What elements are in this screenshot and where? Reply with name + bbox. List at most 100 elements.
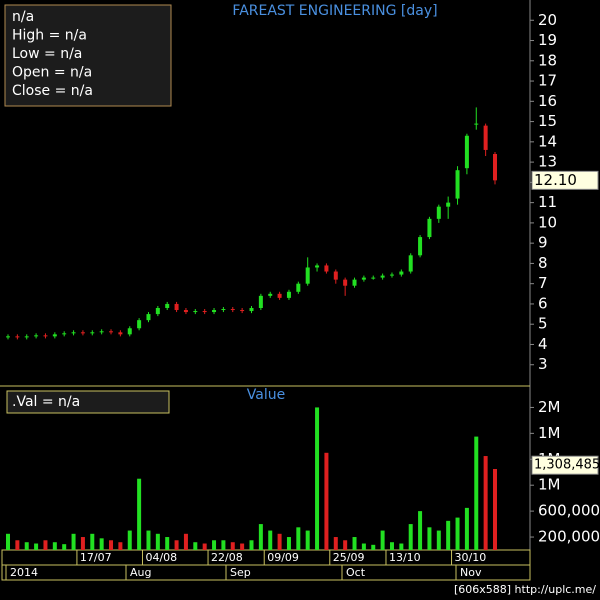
candle-body <box>296 283 301 292</box>
volume-bar <box>315 407 320 550</box>
volume-tick-label: 200,000 <box>538 528 600 546</box>
volume-bar <box>324 452 329 550</box>
candle-body <box>221 309 226 311</box>
volume-bar <box>15 540 20 550</box>
volume-bar <box>202 543 207 550</box>
candle-body <box>90 332 95 334</box>
candle-body <box>183 310 188 313</box>
candle-body <box>286 291 291 298</box>
candle-body <box>324 265 329 272</box>
volume-bar <box>99 538 104 550</box>
y-tick-label: 19 <box>538 31 557 49</box>
volume-bar <box>436 530 441 550</box>
candle-body <box>249 308 254 312</box>
volume-bar <box>109 540 114 550</box>
candle-body <box>352 279 357 286</box>
volume-bar <box>389 542 394 550</box>
volume-bar <box>418 511 423 550</box>
x-tick-label: 13/10 <box>389 551 421 564</box>
info-box <box>4 4 172 107</box>
last-volume-box <box>531 455 599 475</box>
candle-body <box>436 206 441 219</box>
y-tick-label: 20 <box>538 11 557 29</box>
candle-body <box>80 332 85 334</box>
y-tick-label: 18 <box>538 51 557 69</box>
x-tick-label: 30/10 <box>455 551 487 564</box>
volume-info-box <box>6 390 170 414</box>
volume-bar <box>483 456 488 550</box>
volume-bar <box>146 530 151 550</box>
x-tick-label: 17/07 <box>80 551 112 564</box>
y-tick-label: 15 <box>538 112 557 130</box>
volume-bar <box>62 544 67 550</box>
candle-body <box>146 314 151 321</box>
candle-body <box>24 336 29 338</box>
volume-tick-label: 1M <box>538 476 561 494</box>
y-tick-label: 14 <box>538 132 557 150</box>
candle-body <box>305 267 310 284</box>
candle-body <box>34 335 39 337</box>
volume-bar <box>137 478 142 550</box>
candle-body <box>408 255 413 272</box>
x-tick-label: 25/09 <box>333 551 365 564</box>
volume-bar <box>408 524 413 550</box>
volume-bar <box>464 507 469 550</box>
volume-bar <box>258 524 263 550</box>
last-price-box <box>531 170 599 190</box>
candle-body <box>455 170 460 199</box>
footer: [606x588] http://uplc.me/ <box>454 583 596 596</box>
candle-body <box>174 303 179 311</box>
candle-body <box>277 293 282 298</box>
candle-body <box>399 271 404 275</box>
candle-body <box>427 218 432 238</box>
candle-body <box>333 271 338 280</box>
y-tick-label: 4 <box>538 335 548 353</box>
candle-body <box>99 331 104 333</box>
volume-bar <box>305 530 310 550</box>
volume-bar <box>268 530 273 550</box>
volume-tick-label: 600,000 <box>538 502 600 520</box>
candle-body <box>15 336 20 338</box>
y-tick-label: 9 <box>538 234 548 252</box>
y-tick-label: 17 <box>538 72 557 90</box>
candle-body <box>493 154 497 181</box>
candle-body <box>389 274 394 276</box>
candle-body <box>71 332 76 334</box>
info-line: Close = n/a <box>12 83 93 99</box>
month-label: Nov <box>460 566 482 579</box>
volume-bar <box>221 540 226 550</box>
x-tick-label: 04/08 <box>145 551 177 564</box>
candle-body <box>464 135 469 169</box>
volume-bar <box>212 540 217 550</box>
volume-bar <box>193 542 198 550</box>
volume-tick-label: 1M <box>538 424 561 442</box>
chart-title: FAREAST ENGINEERING [day] <box>232 3 437 19</box>
volume-bar <box>296 527 301 550</box>
y-tick-label: 3 <box>538 355 548 373</box>
month-label: 2014 <box>10 566 38 579</box>
candle-body <box>361 277 366 280</box>
volume-bar <box>155 533 160 550</box>
volume-bar <box>90 533 95 550</box>
y-tick-label: 8 <box>538 254 548 272</box>
y-tick-label: 10 <box>538 213 557 231</box>
candle-body <box>52 334 57 337</box>
volume-bar <box>183 533 188 550</box>
volume-bar <box>399 543 404 550</box>
candle-body <box>212 310 217 313</box>
candle-body <box>268 293 273 296</box>
volume-bar <box>71 533 76 550</box>
candle-body <box>118 332 123 335</box>
volume-bar <box>380 530 385 550</box>
candle-body <box>127 328 132 335</box>
volume-bar <box>174 540 179 550</box>
candle-body <box>165 303 170 308</box>
y-tick-label: 5 <box>538 315 548 333</box>
candle-body <box>109 331 114 333</box>
volume-tick-label: 2M <box>538 398 561 416</box>
volume-bar <box>249 540 254 550</box>
volume-bar <box>34 543 39 550</box>
candle-body <box>202 311 207 313</box>
